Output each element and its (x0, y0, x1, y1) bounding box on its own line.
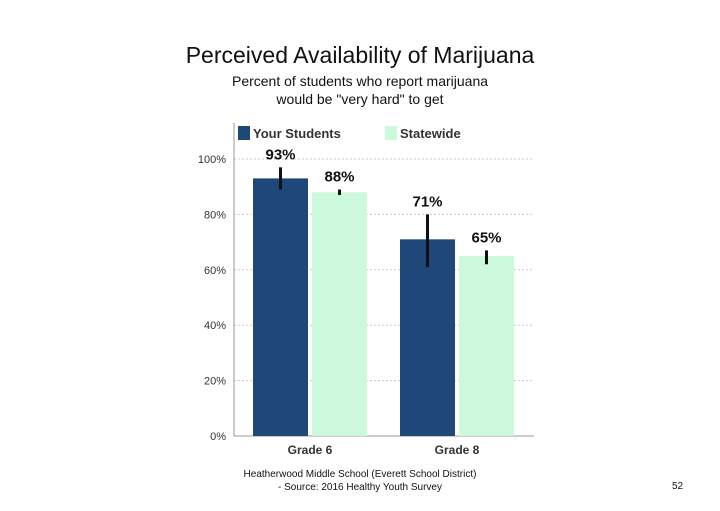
legend-label: Statewide (400, 126, 461, 141)
data-label: 88% (324, 168, 354, 185)
y-tick-label: 0% (210, 431, 226, 443)
bar (459, 255, 514, 436)
legend-swatch (385, 126, 397, 140)
y-tick-label: 60% (204, 265, 226, 277)
data-label: 71% (412, 193, 442, 210)
data-label: 93% (265, 146, 295, 163)
subtitle-line-2: would be "very hard" to get (276, 91, 444, 107)
y-tick-label: 100% (198, 154, 226, 166)
page-number: 52 (672, 481, 684, 492)
data-label: 65% (471, 229, 501, 246)
y-tick-label: 20% (204, 376, 226, 388)
chart-subtitle: Percent of students who report marijuana… (190, 72, 530, 108)
footer-source: Heatherwood Middle School (Everett Schoo… (200, 468, 520, 494)
subtitle-line-1: Percent of students who report marijuana (231, 73, 489, 89)
bar (400, 239, 455, 436)
bar (253, 178, 308, 436)
x-tick-label: Grade 8 (435, 443, 480, 457)
y-tick-label: 40% (204, 320, 226, 332)
footer-line-1: Heatherwood Middle School (Everett Schoo… (243, 469, 477, 480)
x-tick-label: Grade 6 (288, 443, 333, 457)
slide-title: Perceived Availability of Marijuana (185, 42, 535, 68)
y-tick-label: 80% (204, 209, 226, 221)
legend-swatch (238, 126, 250, 140)
footer-line-2: - Source: 2016 Healthy Youth Survey (278, 482, 442, 493)
bar (312, 192, 367, 436)
legend-label: Your Students (253, 126, 341, 141)
